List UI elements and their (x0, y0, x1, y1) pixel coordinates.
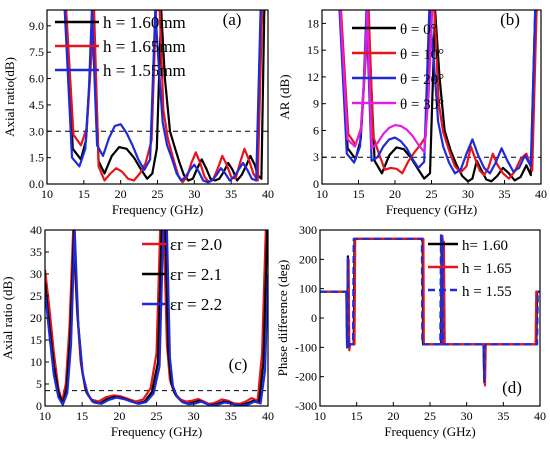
y-tick-label: 3 (313, 150, 319, 164)
x-tick-label: 40 (535, 187, 547, 201)
y-tick-label: 10 (30, 355, 42, 369)
y-axis-label: Axial ratio(dB) (2, 57, 17, 137)
x-tick-label: 30 (462, 187, 474, 201)
panel-label: (c) (229, 355, 248, 374)
y-tick-label: 15 (307, 43, 319, 57)
x-tick-label: 30 (461, 409, 473, 423)
x-tick-label: 10 (314, 409, 326, 423)
y-tick-label: 0 (36, 399, 42, 413)
legend-label: εr = 2.2 (170, 295, 222, 314)
y-tick-label: 200 (299, 252, 317, 266)
legend-label: εr = 2.0 (170, 235, 222, 254)
y-tick-label: 6 (313, 123, 319, 137)
x-tick-label: 30 (188, 187, 200, 201)
y-axis-label: AR (dB) (277, 74, 292, 119)
y-tick-label: 5 (36, 377, 42, 391)
y-axis-label: Phase difference (deg) (275, 260, 290, 377)
x-tick-label: 20 (115, 187, 127, 201)
x-tick-label: 30 (188, 409, 200, 423)
x-tick-label: 40 (262, 409, 274, 423)
x-tick-label: 40 (534, 409, 546, 423)
y-tick-label: 3.0 (29, 124, 44, 138)
y-tick-label: 0 (311, 311, 317, 325)
legend-label: h = 1.65mm (103, 37, 186, 56)
x-tick-label: 15 (76, 409, 88, 423)
x-tick-label: 35 (499, 187, 511, 201)
x-tick-label: 35 (225, 409, 237, 423)
x-tick-label: 40 (262, 187, 274, 201)
series-line-1 (45, 230, 267, 405)
y-tick-label: 25 (30, 289, 42, 303)
x-axis-label: Frequency (GHz) (384, 424, 475, 439)
x-axis-label: Frequency (GHz) (386, 202, 477, 217)
legend-label: h = 1.65 (462, 261, 512, 277)
y-tick-label: 20 (30, 311, 42, 325)
x-tick-label: 15 (353, 187, 365, 201)
x-axis-label: Frequency (GHz) (111, 424, 202, 439)
x-tick-label: 10 (39, 409, 51, 423)
x-tick-label: 10 (41, 187, 53, 201)
chart-panel-4: 10 15 20 25 30 35 40 -300 -200 -100 0 100 200 300 Freq… (275, 223, 546, 439)
x-tick-label: 15 (351, 409, 363, 423)
y-tick-label: 35 (30, 245, 42, 259)
x-tick-label: 25 (424, 409, 436, 423)
x-tick-label: 10 (316, 187, 328, 201)
y-tick-label: 40 (30, 223, 42, 237)
x-tick-label: 25 (426, 187, 438, 201)
panel-label: (b) (500, 10, 520, 29)
legend-label: θ = 20° (400, 72, 444, 88)
y-tick-label: 7.5 (29, 45, 44, 59)
y-tick-label: 0.0 (29, 177, 44, 191)
series-line-3 (320, 231, 540, 383)
y-tick-label: -200 (295, 370, 317, 384)
x-tick-label: 15 (78, 187, 90, 201)
panel-label: (a) (223, 10, 242, 29)
x-tick-label: 20 (387, 409, 399, 423)
series-line-3 (63, 10, 262, 184)
x-tick-label: 35 (497, 409, 509, 423)
y-tick-label: 15 (30, 333, 42, 347)
y-tick-label: 0 (313, 177, 319, 191)
series-line-1 (64, 10, 266, 182)
y-axis-label: Axial ratio (dB) (0, 276, 15, 359)
chart-panel-1: 10 15 20 25 30 35 40 0.0 1.5 3.0 4.5 6.0 7.5 9.0 Frequ… (2, 9, 274, 217)
legend-label: εr = 2.1 (170, 265, 222, 284)
chart-panel-2: 10 15 20 25 30 35 40 0 3 6 9 12 15 18 Frequency (GHz) A… (277, 9, 547, 217)
series-line-2 (339, 10, 538, 180)
y-tick-label: 100 (299, 282, 317, 296)
series-line-4 (339, 10, 434, 153)
y-tick-label: 300 (299, 223, 317, 237)
x-axis-label: Frequency (GHz) (112, 202, 203, 217)
legend-label: h = 1.60mm (103, 13, 186, 32)
y-tick-label: 1.5 (29, 151, 44, 165)
x-tick-label: 25 (152, 187, 164, 201)
legend-label: h = 1.55 (462, 284, 512, 300)
x-tick-label: 25 (151, 409, 163, 423)
panel-label: (d) (502, 378, 522, 397)
y-tick-label: 12 (307, 70, 319, 84)
x-tick-label: 20 (113, 409, 125, 423)
y-tick-label: 9 (313, 97, 319, 111)
legend-label: θ = 30° (400, 97, 444, 113)
y-tick-label: 9.0 (29, 19, 44, 33)
y-tick-label: 6.0 (29, 72, 44, 86)
y-tick-label: 18 (307, 16, 319, 30)
x-tick-label: 35 (225, 187, 237, 201)
y-tick-label: -100 (295, 340, 317, 354)
legend-label: θ = 10° (400, 47, 444, 63)
legend-label: h= 1.60 (462, 238, 508, 254)
y-tick-label: -300 (295, 399, 317, 413)
chart-panel-3: 10 15 20 25 30 35 40 0 5 10 15 20 25 30 35 40 Frequency … (0, 223, 274, 439)
legend-label: θ = 0° (400, 22, 437, 38)
legend-label: h = 1.55mm (103, 61, 186, 80)
y-tick-label: 30 (30, 267, 42, 281)
y-tick-label: 4.5 (29, 98, 44, 112)
x-tick-label: 20 (389, 187, 401, 201)
